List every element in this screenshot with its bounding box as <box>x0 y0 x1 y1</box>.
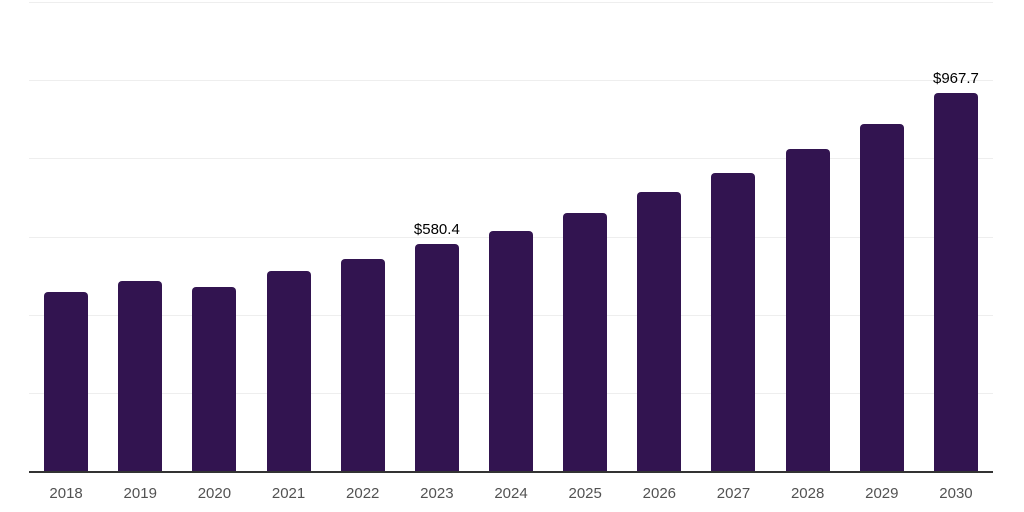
bar-2024 <box>489 230 534 471</box>
bar-2023 <box>414 244 459 471</box>
bar-2030 <box>933 92 978 471</box>
x-tick-label: 2022 <box>346 485 380 502</box>
bars-row: $580.4 $967.7 <box>29 2 993 471</box>
bar-slot: $580.4 <box>400 2 474 471</box>
bar-slot <box>177 2 251 471</box>
bar-2022 <box>340 259 385 471</box>
x-tick-label: 2023 <box>420 485 454 502</box>
bar-2025 <box>563 213 608 471</box>
bar-slot <box>622 2 696 471</box>
gridline <box>29 80 993 82</box>
bar-slot <box>845 2 919 471</box>
bar-2019 <box>118 281 163 471</box>
x-tick-label: 2026 <box>642 485 677 502</box>
plot-area: $580.4 $967.7 <box>29 2 993 473</box>
bar-slot <box>103 2 177 471</box>
bar-2020 <box>192 287 237 471</box>
x-tick-label: 2018 <box>49 485 83 502</box>
x-tick-label: 2019 <box>123 485 157 502</box>
x-tick-label: 2028 <box>790 485 825 502</box>
bar-2018 <box>44 291 89 471</box>
bar-slot <box>326 2 400 471</box>
x-tick-label: 2020 <box>197 485 232 502</box>
bar-slot <box>29 2 103 471</box>
bar-value-label: $967.7 <box>933 69 979 87</box>
bar-slot <box>474 2 548 471</box>
bar-slot <box>771 2 845 471</box>
bar-2021 <box>266 270 311 471</box>
gridline <box>29 158 993 160</box>
gridline <box>29 2 993 3</box>
bar-slot <box>696 2 770 471</box>
x-tick-label: 2025 <box>568 485 602 502</box>
x-tick-label: 2024 <box>494 485 528 502</box>
bar-2027 <box>711 173 756 471</box>
x-tick-label: 2027 <box>716 485 751 502</box>
bar-slot <box>548 2 622 471</box>
x-tick-label: 2021 <box>271 485 306 502</box>
bar-value-label: $580.4 <box>413 221 460 239</box>
bar-2026 <box>637 191 682 471</box>
bar-2029 <box>859 123 904 471</box>
bar-slot <box>251 2 325 471</box>
x-tick-label: 2029 <box>865 485 899 502</box>
bar-slot: $967.7 <box>919 2 993 471</box>
bar-2028 <box>785 149 830 471</box>
x-axis: 2018 2019 2020 2021 2022 2023 2024 2025 2026 2027… <box>29 484 993 503</box>
x-tick-label: 2030 <box>939 485 973 502</box>
